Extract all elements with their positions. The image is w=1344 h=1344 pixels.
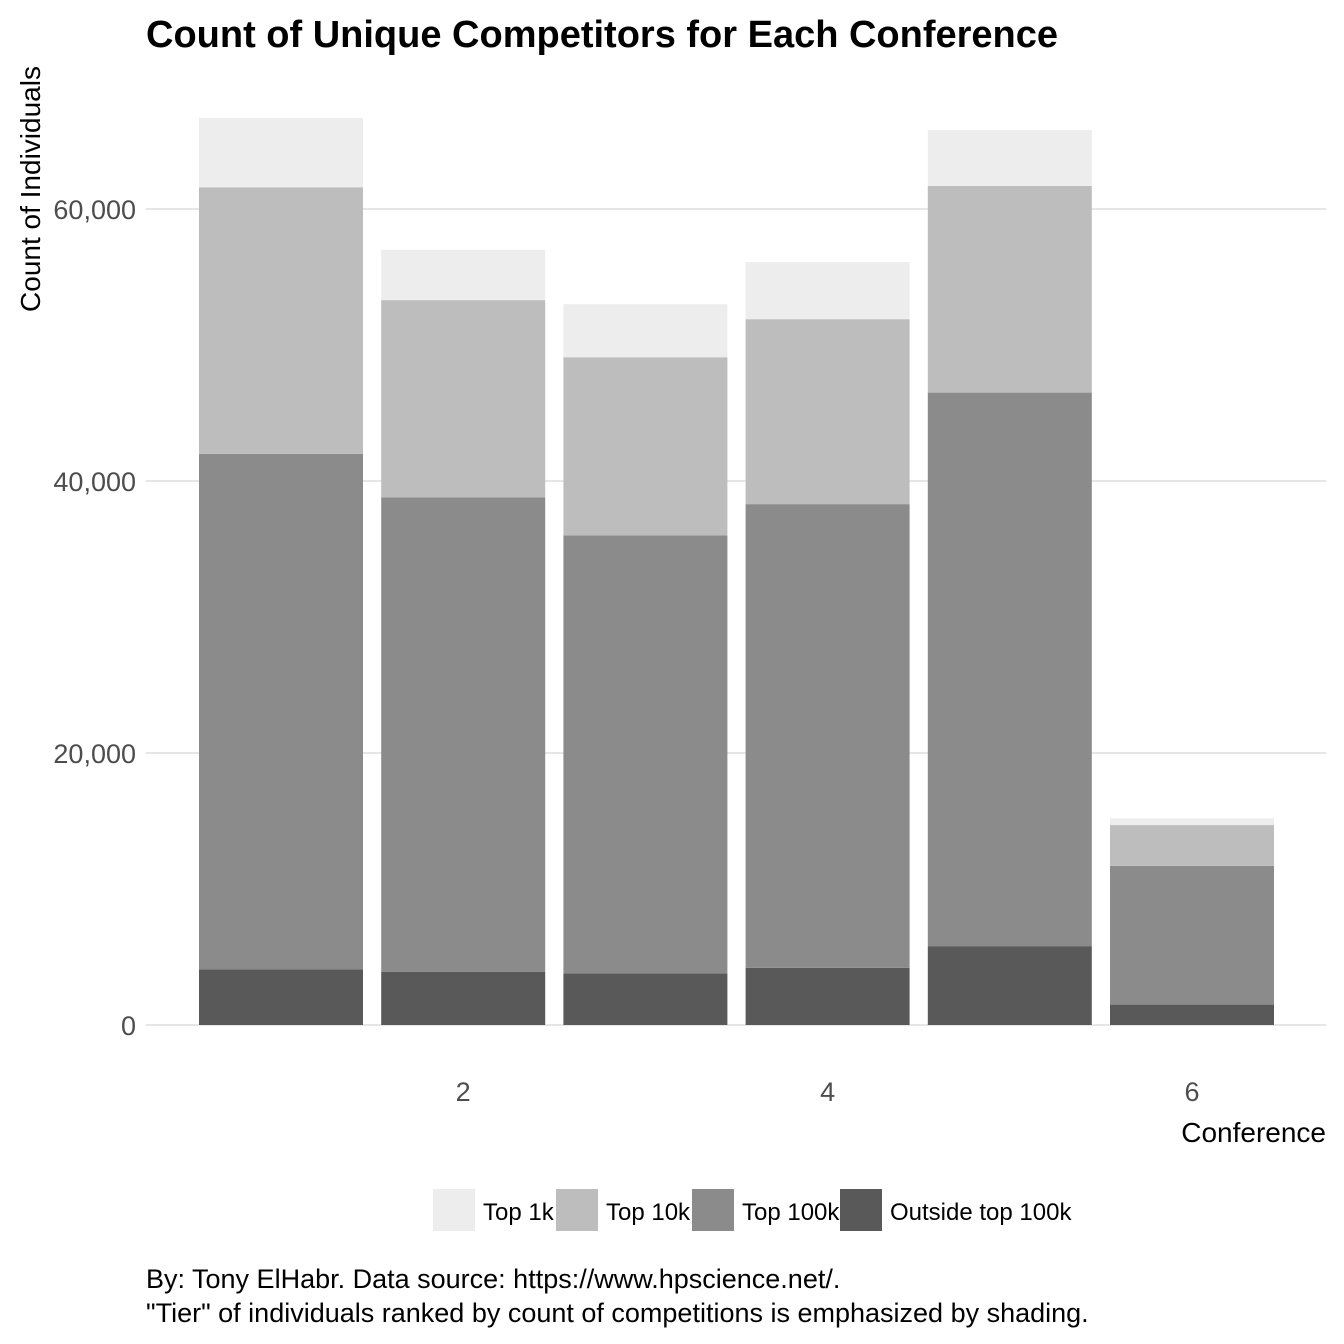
bar-conf-1-top-10k [199,187,363,454]
legend-key-top-100k [692,1189,734,1231]
bar-conf-4-top-10k [745,319,910,505]
legend-key-outside-top-100k [840,1189,882,1231]
y-tick-label-20000: 20,000 [53,739,136,769]
x-tick-label-4: 4 [820,1077,835,1107]
y-tick-label-0: 0 [121,1011,136,1041]
y-axis-label: Count of Individuals [15,66,46,312]
x-tick-label-6: 6 [1184,1077,1199,1107]
legend-label-top-10k: Top 10k [606,1199,691,1226]
legend-label-outside-top-100k: Outside top 100k [890,1199,1072,1226]
x-axis-ticks: 2 4 6 [456,1077,1200,1107]
bar-conf-6-top-1k [1110,818,1274,826]
bar-conf-5-top-10k [927,185,1092,393]
caption-line-2: "Tier" of individuals ranked by count of… [146,1298,1089,1328]
legend-label-top-100k: Top 100k [742,1199,840,1226]
bar-conf-3-outside-top-100k [563,973,728,1025]
bar-conf-2-top-10k [381,300,546,498]
bar-conf-5-top-1k [927,130,1092,186]
bar-conf-5-outside-top-100k [927,946,1092,1025]
legend-label-top-1k: Top 1k [483,1199,555,1226]
bar-conf-1-top-100k [199,453,363,970]
x-axis-label: Conference [1181,1117,1326,1148]
bar-conf-3-top-10k [563,357,728,536]
y-tick-label-60000: 60,000 [53,195,136,225]
legend: Top 1k Top 10k Top 100k Outside top 100k [433,1189,1072,1231]
y-axis-ticks: 0 20,000 40,000 60,000 [53,195,136,1041]
bar-conf-3-top-1k [563,304,728,358]
bar-conf-6-top-10k [1110,825,1274,866]
x-tick-label-2: 2 [456,1077,471,1107]
y-tick-label-40000: 40,000 [53,467,136,497]
bar-conf-6-top-100k [1110,865,1274,1005]
legend-key-top-1k [433,1189,475,1231]
bar-conf-6-outside-top-100k [1110,1004,1274,1025]
caption-line-1: By: Tony ElHabr. Data source: https://ww… [146,1264,840,1294]
bar-conf-5-top-100k [927,392,1092,947]
bar-conf-1-top-1k [199,117,363,188]
bar-conf-2-top-1k [381,249,546,301]
bar-conf-4-top-1k [745,262,910,320]
bar-conf-3-top-100k [563,535,728,974]
bars [199,117,1274,1025]
legend-key-top-10k [556,1189,598,1231]
bar-conf-2-outside-top-100k [381,971,546,1025]
chart-title: Count of Unique Competitors for Each Con… [146,14,1058,56]
bar-conf-4-top-100k [745,504,910,968]
bar-conf-2-top-100k [381,497,546,972]
bar-conf-4-outside-top-100k [745,967,910,1025]
bar-conf-1-outside-top-100k [199,969,363,1025]
